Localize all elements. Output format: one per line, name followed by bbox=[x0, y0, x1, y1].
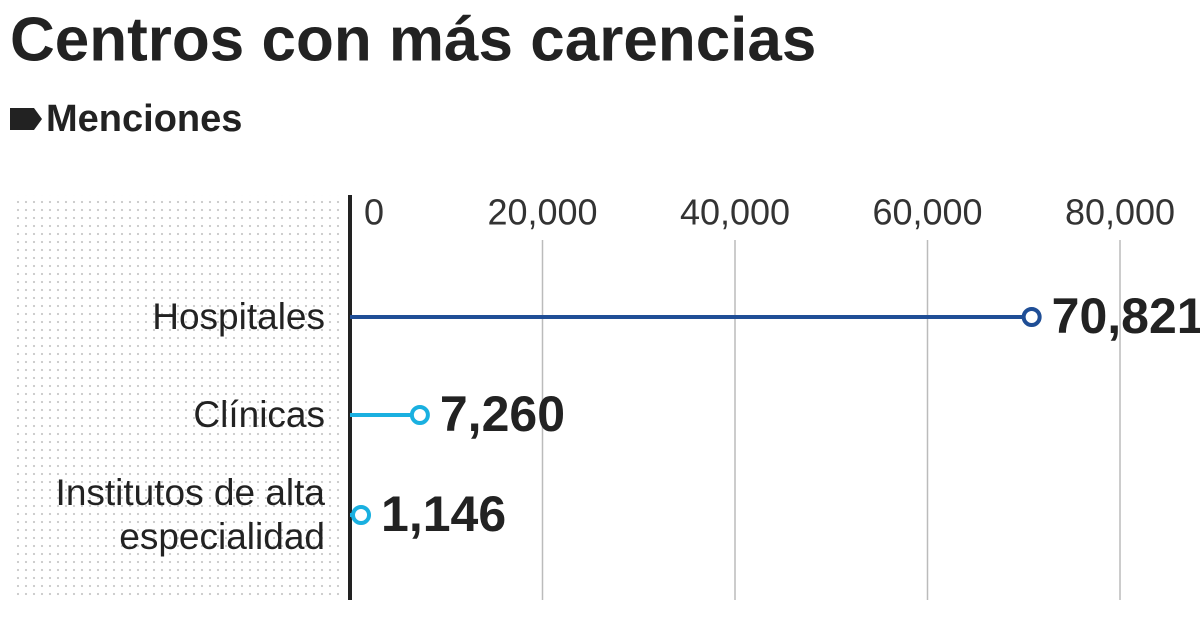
dot bbox=[1021, 307, 1042, 327]
value-label: 70,821 bbox=[1052, 288, 1200, 344]
x-tick-label: 0 bbox=[364, 192, 384, 233]
subtitle-icon bbox=[10, 108, 42, 130]
dotted-panel bbox=[15, 195, 345, 600]
x-tick-label: 40,000 bbox=[680, 192, 790, 233]
dot bbox=[351, 505, 372, 525]
x-tick-label: 80,000 bbox=[1065, 192, 1175, 233]
value-label: 1,146 bbox=[381, 486, 506, 542]
category-label: Hospitales bbox=[152, 296, 325, 337]
subtitle: Menciones bbox=[46, 98, 242, 140]
dot bbox=[409, 405, 430, 425]
category-label: Clínicas bbox=[193, 394, 325, 435]
value-label: 7,260 bbox=[440, 386, 565, 442]
chart-title: Centros con más carencias bbox=[10, 5, 816, 74]
x-tick-label: 60,000 bbox=[872, 192, 982, 233]
x-tick-label: 20,000 bbox=[487, 192, 597, 233]
category-label: Institutos de alta especialidad bbox=[55, 472, 325, 557]
